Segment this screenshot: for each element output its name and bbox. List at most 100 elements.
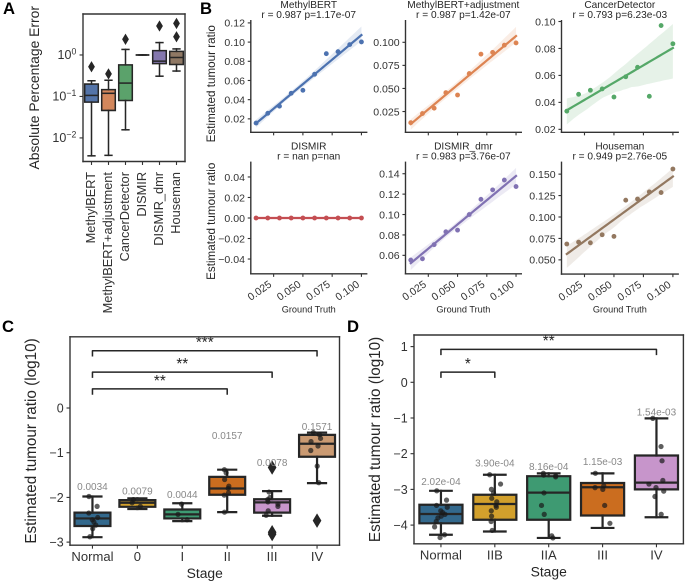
svg-text:−1: −1 xyxy=(49,446,63,460)
svg-text:0.04: 0.04 xyxy=(224,94,245,106)
svg-text:0.075: 0.075 xyxy=(373,60,400,72)
svg-text:0.06: 0.06 xyxy=(535,70,556,82)
svg-text:C: C xyxy=(2,317,14,336)
svg-text:0.14: 0.14 xyxy=(379,169,400,181)
svg-text:Houseman: Houseman xyxy=(595,142,644,153)
svg-text:−3: −3 xyxy=(49,536,63,550)
svg-text:0.08: 0.08 xyxy=(224,56,245,68)
svg-text:Ground Truth: Ground Truth xyxy=(436,304,490,314)
svg-text:Absolute Percentage Error: Absolute Percentage Error xyxy=(26,6,42,170)
svg-text:1.54e-03: 1.54e-03 xyxy=(637,408,677,419)
svg-text:0.0034: 0.0034 xyxy=(77,482,108,493)
svg-text:Estimated tumour ratio: Estimated tumour ratio xyxy=(205,163,218,280)
svg-text:−2: −2 xyxy=(393,447,407,461)
svg-text:−2: −2 xyxy=(49,491,63,505)
svg-text:0.02: 0.02 xyxy=(224,192,245,204)
svg-text:0.0044: 0.0044 xyxy=(167,490,198,501)
svg-text:**: ** xyxy=(543,333,555,350)
svg-text:−0.04: −0.04 xyxy=(218,254,245,266)
svg-text:Ground Truth: Ground Truth xyxy=(593,305,647,315)
svg-text:0.02: 0.02 xyxy=(224,114,245,126)
svg-text:III: III xyxy=(267,549,278,564)
svg-text:II: II xyxy=(224,549,231,564)
svg-text:0.08: 0.08 xyxy=(535,43,556,55)
svg-text:1: 1 xyxy=(401,340,408,354)
svg-text:Estimated tumour ratio (log10): Estimated tumour ratio (log10) xyxy=(367,337,384,542)
svg-text:0.050: 0.050 xyxy=(373,83,400,95)
svg-text:0.1571: 0.1571 xyxy=(302,422,333,433)
svg-text:8.16e-04: 8.16e-04 xyxy=(529,462,569,473)
svg-text:−1: −1 xyxy=(393,412,407,426)
svg-text:0.125: 0.125 xyxy=(529,190,556,202)
svg-text:r = 0.987 p=1.17e-07: r = 0.987 p=1.17e-07 xyxy=(261,10,356,21)
svg-text:0.08: 0.08 xyxy=(379,230,400,242)
svg-text:1.15e-03: 1.15e-03 xyxy=(583,457,623,468)
svg-text:0.10: 0.10 xyxy=(379,209,400,221)
svg-text:0.04: 0.04 xyxy=(535,97,556,109)
svg-text:0: 0 xyxy=(401,376,408,390)
svg-text:IIA: IIA xyxy=(541,548,557,563)
svg-text:**: ** xyxy=(176,356,188,373)
svg-text:3.90e-04: 3.90e-04 xyxy=(475,459,515,470)
svg-text:−3: −3 xyxy=(393,483,407,497)
svg-text:0.0079: 0.0079 xyxy=(122,487,153,498)
svg-text:I: I xyxy=(180,549,184,564)
svg-text:MethylBERT: MethylBERT xyxy=(83,172,98,244)
svg-text:IV: IV xyxy=(311,549,324,564)
svg-text:DISMIR_dmr: DISMIR_dmr xyxy=(151,171,166,246)
svg-text:0.10: 0.10 xyxy=(535,16,556,28)
svg-text:MethylBERT+adjustment: MethylBERT+adjustment xyxy=(407,0,519,11)
svg-text:Estimated tumour ratio (log10): Estimated tumour ratio (log10) xyxy=(23,338,40,543)
svg-text:0.100: 0.100 xyxy=(529,212,556,224)
svg-text:0.10: 0.10 xyxy=(224,37,245,49)
svg-text:0.00: 0.00 xyxy=(224,213,245,225)
svg-text:DISMIR_dmr: DISMIR_dmr xyxy=(434,142,493,153)
svg-text:2.02e-04: 2.02e-04 xyxy=(421,477,461,488)
svg-text:r = 0.983 p=3.76e-07: r = 0.983 p=3.76e-07 xyxy=(416,152,511,163)
svg-text:IV: IV xyxy=(650,548,663,563)
svg-text:r = 0.793 p=6.23e-03: r = 0.793 p=6.23e-03 xyxy=(573,10,668,21)
svg-text:DISMIR: DISMIR xyxy=(291,142,326,153)
svg-text:**: ** xyxy=(154,373,166,390)
svg-text:A: A xyxy=(3,0,15,18)
svg-text:−4: −4 xyxy=(393,519,407,533)
svg-text:r = nan p=nan: r = nan p=nan xyxy=(277,152,340,163)
svg-text:1 0 0: 1 0 0 xyxy=(58,39,78,64)
svg-text:0.075: 0.075 xyxy=(529,233,556,245)
svg-text:r = 0.987 p=1.42e-07: r = 0.987 p=1.42e-07 xyxy=(416,10,511,21)
svg-text:0.06: 0.06 xyxy=(224,75,245,87)
svg-text:0.12: 0.12 xyxy=(224,18,245,30)
svg-text:0.04: 0.04 xyxy=(224,172,245,184)
svg-text:1 0 −: 1 0 − 1 xyxy=(52,76,77,106)
svg-text:III: III xyxy=(597,548,608,563)
svg-text:0.150: 0.150 xyxy=(529,169,556,181)
svg-text:Ground Truth: Ground Truth xyxy=(282,304,336,314)
svg-text:0.02: 0.02 xyxy=(535,124,556,136)
svg-text:0.06: 0.06 xyxy=(379,250,400,262)
svg-text:r = 0.949 p=2.76e-05: r = 0.949 p=2.76e-05 xyxy=(573,152,668,163)
svg-text:0.050: 0.050 xyxy=(529,255,556,267)
svg-text:MethylBERT+adjustment: MethylBERT+adjustment xyxy=(100,172,115,314)
svg-text:0.12: 0.12 xyxy=(379,189,400,201)
svg-text:Normal: Normal xyxy=(71,549,113,564)
svg-text:*: * xyxy=(465,356,471,373)
svg-text:0.0078: 0.0078 xyxy=(257,458,288,469)
svg-text:Stage: Stage xyxy=(187,565,224,581)
svg-text:−0.02: −0.02 xyxy=(218,233,245,245)
svg-text:Estimated tumour ratio: Estimated tumour ratio xyxy=(205,25,218,142)
svg-text:D: D xyxy=(347,317,359,336)
svg-text:CancerDetector: CancerDetector xyxy=(584,0,656,11)
svg-text:0.0157: 0.0157 xyxy=(212,431,243,442)
svg-text:CancerDetector: CancerDetector xyxy=(117,171,132,261)
svg-text:Stage: Stage xyxy=(531,563,568,579)
svg-text:Normal: Normal xyxy=(420,548,462,563)
svg-text:DISMIR: DISMIR xyxy=(134,172,149,217)
svg-text:0: 0 xyxy=(57,402,64,416)
svg-text:0.100: 0.100 xyxy=(373,37,400,49)
svg-text:B: B xyxy=(200,0,212,18)
svg-text:***: *** xyxy=(196,335,214,352)
svg-text:MethylBERT: MethylBERT xyxy=(280,0,337,11)
svg-text:IIB: IIB xyxy=(487,548,503,563)
svg-text:1 0 −: 1 0 − 2 xyxy=(52,117,77,147)
svg-text:Houseman: Houseman xyxy=(168,172,183,234)
